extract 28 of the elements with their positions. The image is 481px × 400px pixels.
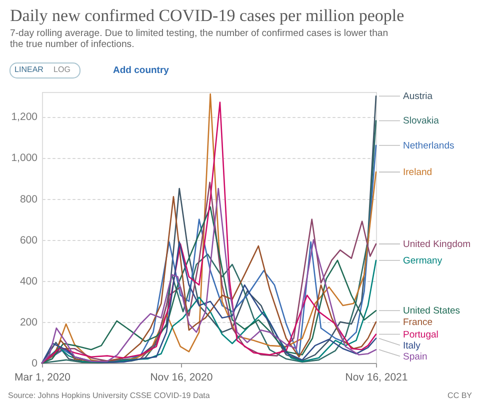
text: United States xyxy=(403,306,460,317)
text: LOG xyxy=(54,65,70,74)
text: Austria xyxy=(403,91,434,102)
x-tick-label: Mar 1, 2020 xyxy=(14,372,71,384)
x-tick-label: Nov 16, 2020 xyxy=(150,372,213,384)
text: Spain xyxy=(403,351,428,362)
text: Netherlands xyxy=(403,140,454,152)
y-tick-label: 200 xyxy=(20,316,38,328)
y-tick-label: 600 xyxy=(20,234,38,246)
chart-subtitle: 7-day rolling average. Due to limited testing, the number of confirmed cases is lower than the true number of infections. xyxy=(10,28,388,50)
y-tick-label: 800 xyxy=(20,193,38,206)
text: Portugal xyxy=(403,329,438,340)
text: LINEAR xyxy=(14,65,44,74)
source-note: Source: Johns Hopkins University CSSE COVID-19 Data xyxy=(8,391,210,400)
text: Italy xyxy=(403,340,421,352)
y-tick-label: 1,200 xyxy=(11,111,38,124)
chart-title: Daily new confirmed COVID-19 cases per million people xyxy=(10,6,404,25)
y-tick-label: 0 xyxy=(32,358,38,370)
text: Ireland xyxy=(403,167,432,178)
x-tick-label: Nov 16, 2021 xyxy=(345,372,408,384)
text: Germany xyxy=(403,255,442,266)
text: CC BY xyxy=(448,391,473,400)
y-tick-label: 1,000 xyxy=(11,152,38,164)
text: France xyxy=(403,316,433,328)
text: United Kingdom xyxy=(403,238,471,250)
text: Add country xyxy=(113,65,170,76)
y-tick-label: 400 xyxy=(20,275,38,288)
text: Slovakia xyxy=(403,116,440,127)
